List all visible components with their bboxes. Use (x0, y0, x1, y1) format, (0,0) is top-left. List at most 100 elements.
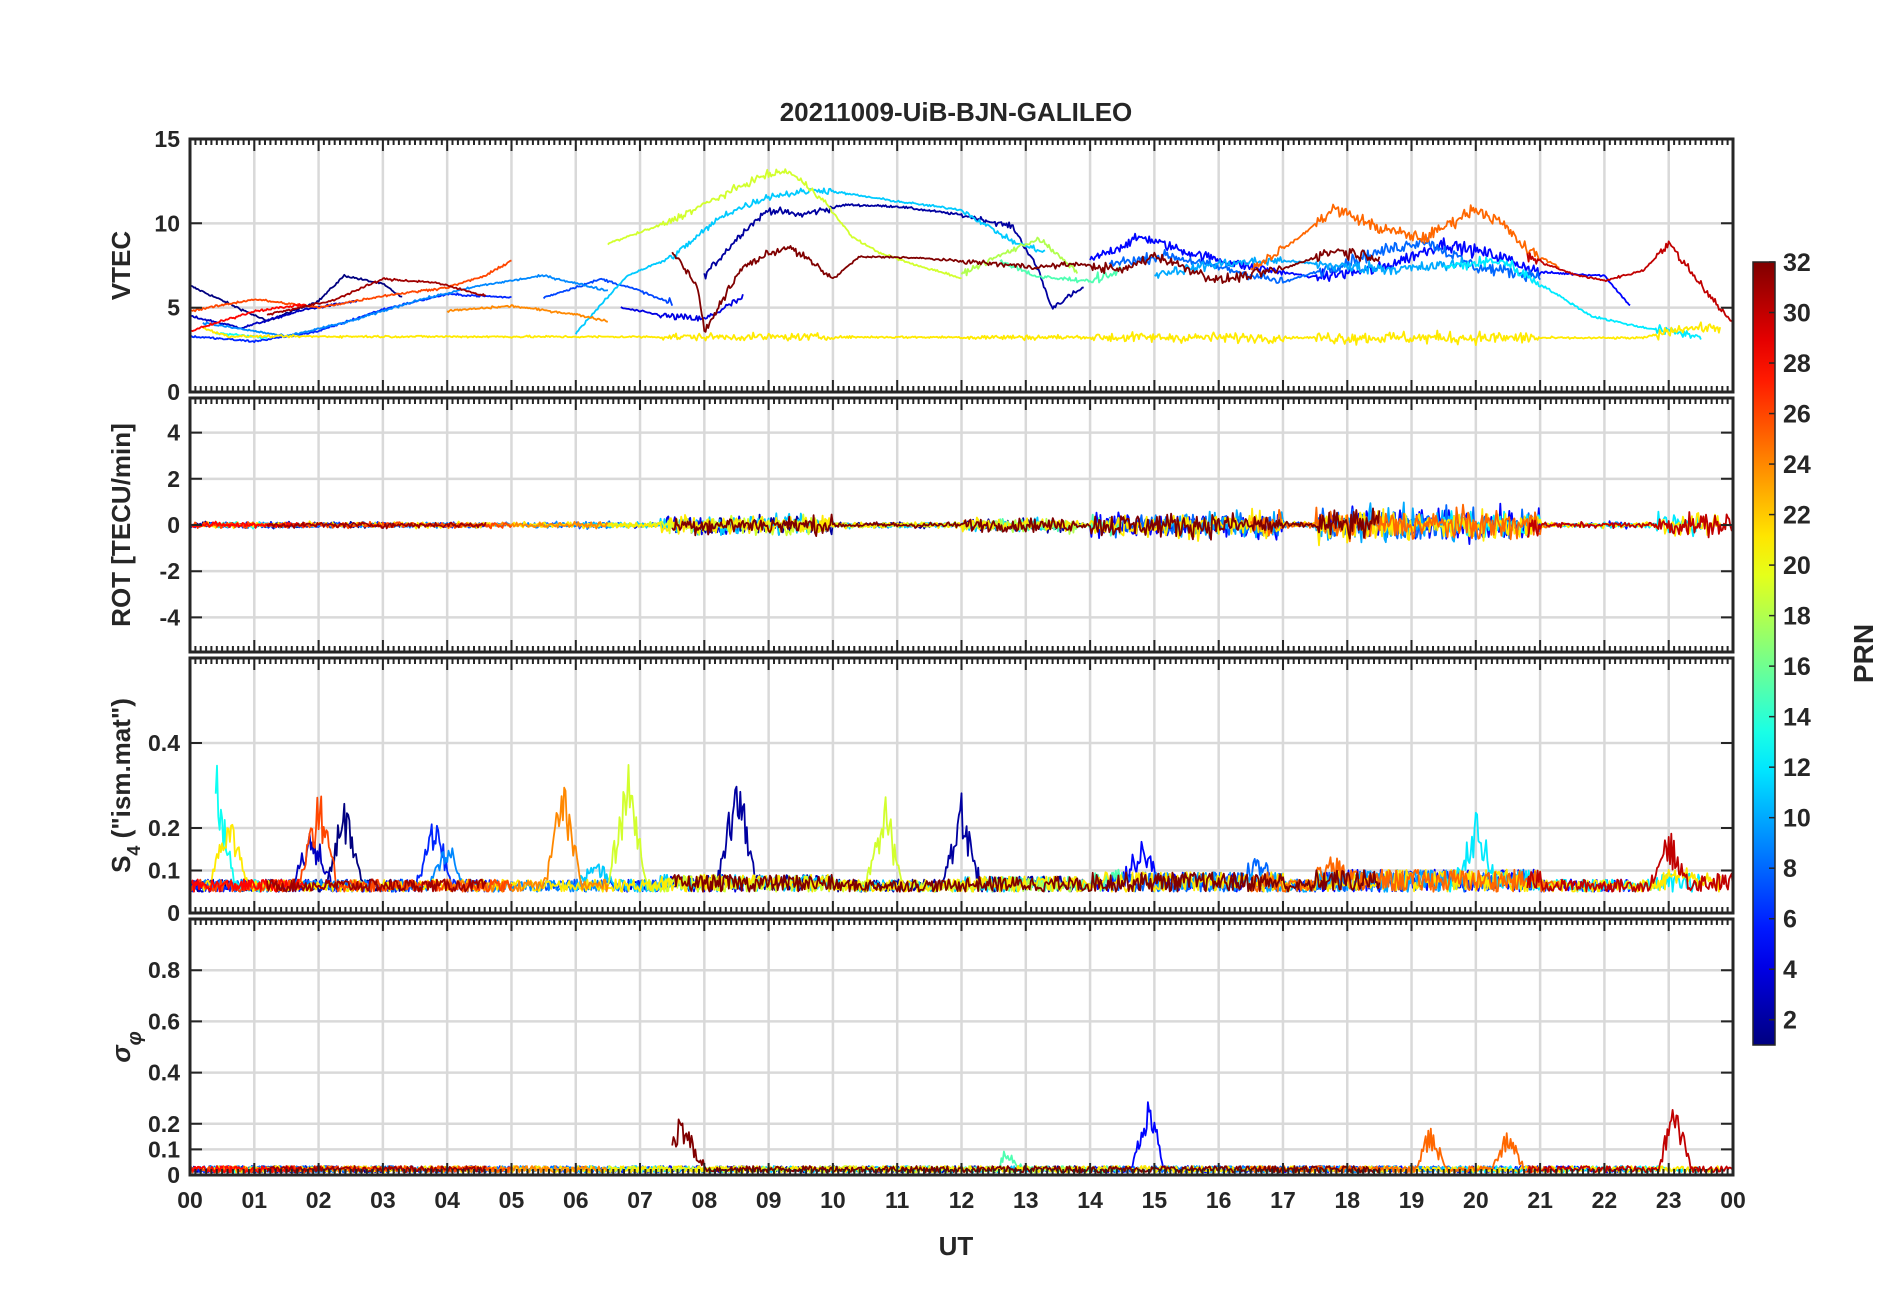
s4-series-prn-30 (1526, 832, 1733, 893)
sigma-series-prn-25 (1249, 1127, 1560, 1174)
vtec-y-axis-label: VTEC (106, 231, 136, 301)
vtec-series-prn-21 (202, 321, 1721, 347)
s4-series-prn-31 (266, 878, 487, 893)
x-tick-label: 10 (820, 1187, 846, 1213)
colorbar-gradient (1752, 261, 1776, 1046)
chart-title: 20211009-UiB-BJN-GALILEO (780, 97, 1133, 127)
vtec-ytick-label: 15 (154, 126, 180, 152)
colorbar-tick-label: 28 (1783, 350, 1811, 378)
sigma-ytick-label: 0.1 (148, 1136, 180, 1162)
x-tick-label: 15 (1142, 1187, 1168, 1213)
rot-tick-marks (189, 398, 1734, 652)
colorbar-tick-label: 22 (1783, 502, 1811, 530)
colorbar-tick-label: 6 (1783, 906, 1797, 934)
colorbar-tick-label: 4 (1783, 956, 1797, 984)
x-tick-label: 22 (1592, 1187, 1618, 1213)
rot-ticks (189, 398, 1734, 652)
x-tick-label: 09 (756, 1187, 782, 1213)
x-tick-label: 18 (1334, 1187, 1360, 1213)
x-tick-label: 08 (692, 1187, 718, 1213)
vtec-series-prn-25 (1250, 203, 1560, 271)
vtec-series-prn-32 (671, 245, 1381, 333)
x-tick-labels: 00 01 02 03 04 05 06 07 08 09 10 11 12 13 14 15 16 17 18 19… (177, 1187, 1746, 1213)
s4-ytick-label: 0.1 (148, 858, 180, 884)
colorbar-tick-label: 32 (1783, 249, 1811, 277)
x-tick-label: 05 (499, 1187, 525, 1213)
s4-tick-marks (189, 658, 1734, 914)
vtec-series-prn-12 (1443, 255, 1702, 340)
x-tick-label: 20 (1463, 1187, 1489, 1213)
rot-ytick-label: -4 (160, 604, 181, 630)
rot-ytick-label: 0 (167, 512, 180, 538)
rot-ytick-label: 4 (167, 420, 180, 446)
sigma-ytick-label: 0.2 (148, 1111, 180, 1137)
x-axis-label: UT (939, 1231, 974, 1261)
colorbar-tick-label: 10 (1783, 805, 1811, 833)
colorbar-tick-label: 8 (1783, 855, 1797, 883)
sigma-tick-marks (189, 919, 1734, 1176)
x-tick-label: 23 (1656, 1187, 1682, 1213)
sigma-ticks (189, 919, 1734, 1176)
sigma-series-prn-31 (266, 1165, 487, 1174)
rot-y-axis-label: ROT [TECU/min] (106, 423, 136, 627)
vtec-data (190, 168, 1733, 347)
vtec-series-prn-24 (446, 304, 608, 323)
sigma-ytick-label: 0.4 (148, 1060, 180, 1086)
s4-data (190, 764, 1733, 893)
panel-rot: -4 -2 0 2 4 ROT [TECU/min] (106, 396, 1735, 654)
s4-ticks (189, 658, 1734, 914)
vtec-series-prn-31 (266, 277, 487, 316)
x-tick-label: 13 (1013, 1187, 1039, 1213)
rot-series-prn-31 (266, 521, 487, 530)
x-tick-label: 02 (306, 1187, 332, 1213)
colorbar-tick-label: 18 (1783, 603, 1811, 631)
x-tick-label: 16 (1206, 1187, 1232, 1213)
colorbar-tick-label: 20 (1783, 552, 1811, 580)
s4-ytick-label: 0 (167, 900, 180, 926)
panel-sigma: 00.10.2 0.4 0.6 0.8 σφ (106, 917, 1735, 1188)
sigma-series-prn-30 (1526, 1109, 1733, 1174)
colorbar-tick-label: 12 (1783, 754, 1811, 782)
x-tick-label: 07 (627, 1187, 653, 1213)
sigma-ytick-label: 0 (167, 1162, 180, 1188)
rot-series-prn-32 (671, 507, 1381, 541)
s4-series-prn-28 (190, 878, 306, 893)
colorbar-tick-label: 14 (1783, 704, 1811, 732)
s4-series-prn-24 (446, 786, 609, 893)
colorbar-tick-label: 26 (1783, 401, 1811, 429)
x-tick-label: 00 (1720, 1187, 1746, 1213)
vtec-series-prn-1 (190, 273, 403, 322)
x-tick-label: 11 (885, 1187, 910, 1213)
rot-ytick-label: 2 (167, 466, 180, 492)
rot-data (190, 501, 1733, 547)
panel-vtec: 0 5 10 15 VTEC (106, 126, 1735, 405)
vtec-series-prn-28 (190, 303, 306, 333)
x-tick-label: 01 (241, 1187, 267, 1213)
colorbar-tick-label: 24 (1783, 451, 1811, 479)
sigma-y-axis-label: σφ (106, 1031, 146, 1062)
x-tick-label: 03 (370, 1187, 396, 1213)
vtec-series-prn-5 (1089, 232, 1631, 307)
s4-series-prn-32 (671, 869, 1381, 893)
vtec-ytick-label: 0 (167, 379, 180, 405)
x-tick-label: 06 (563, 1187, 589, 1213)
rot-series-prn-30 (1526, 511, 1733, 539)
colorbar-tick-label: 2 (1783, 1007, 1797, 1035)
vtec-series-prn-30 (1526, 240, 1733, 324)
x-tick-label: 12 (949, 1187, 975, 1213)
colorbar-label: PRN (1848, 624, 1879, 683)
vtec-series-prn-10 (1154, 256, 1464, 279)
s4-y-axis-label: S4 ("ism.mat") (106, 698, 144, 873)
vtec-series-prn-9 (202, 273, 609, 338)
vtec-series-prn-4 (620, 294, 744, 322)
vtec-tick-marks (189, 138, 1734, 393)
x-tick-label: 14 (1077, 1187, 1103, 1213)
colorbar-tick-label: 16 (1783, 653, 1811, 681)
vtec-series-prn-26 (190, 259, 512, 313)
x-tick-label: 21 (1527, 1187, 1553, 1213)
vtec-ticks (189, 138, 1734, 393)
vtec-series-prn-7 (542, 277, 674, 306)
